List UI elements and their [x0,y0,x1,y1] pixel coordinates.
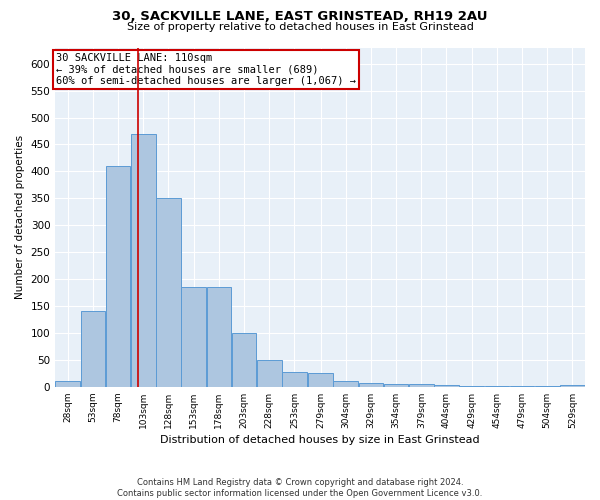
Bar [206,287,231,387]
Bar [131,134,155,387]
Bar [384,384,409,387]
Bar [308,374,333,387]
Text: Contains HM Land Registry data © Crown copyright and database right 2024.
Contai: Contains HM Land Registry data © Crown c… [118,478,482,498]
Bar [334,382,358,387]
Bar [460,386,484,387]
Bar [55,382,80,387]
Text: 30, SACKVILLE LANE, EAST GRINSTEAD, RH19 2AU: 30, SACKVILLE LANE, EAST GRINSTEAD, RH19… [112,10,488,23]
Bar [485,386,509,387]
Bar [232,333,256,387]
Bar [359,382,383,387]
X-axis label: Distribution of detached houses by size in East Grinstead: Distribution of detached houses by size … [160,435,480,445]
Bar [106,166,130,387]
Bar [257,360,281,387]
Bar [181,287,206,387]
Bar [510,386,535,387]
Text: 30 SACKVILLE LANE: 110sqm
← 39% of detached houses are smaller (689)
60% of semi: 30 SACKVILLE LANE: 110sqm ← 39% of detac… [56,53,356,86]
Bar [434,385,459,387]
Y-axis label: Number of detached properties: Number of detached properties [15,135,25,299]
Bar [535,386,560,387]
Text: Size of property relative to detached houses in East Grinstead: Size of property relative to detached ho… [127,22,473,32]
Bar [156,198,181,387]
Bar [409,384,434,387]
Bar [282,372,307,387]
Bar [80,312,105,387]
Bar [560,385,585,387]
